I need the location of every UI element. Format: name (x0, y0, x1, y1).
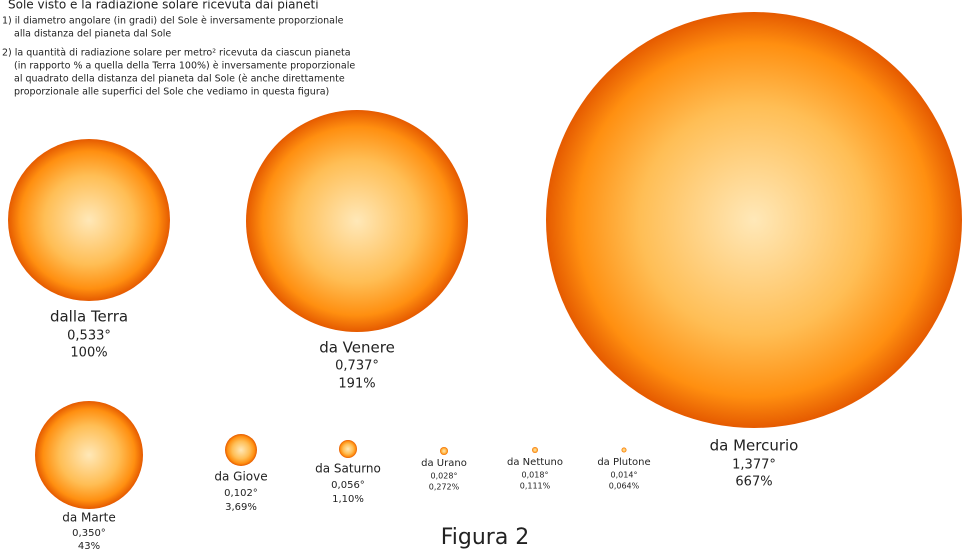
sun-disc (246, 110, 468, 332)
note-line: al quadrato della distanza del pianeta d… (14, 74, 345, 85)
sun-percent: 0,111% (520, 482, 551, 491)
sun-percent: 0,272% (429, 483, 460, 492)
sun-disc (35, 401, 143, 509)
sun-label: da Marte (62, 511, 116, 525)
sun-label: da Venere (319, 339, 395, 357)
sun-percent: 3,69% (225, 502, 257, 513)
sun-percent: 43% (78, 541, 100, 550)
note-line: 2) la quantità di radiazione solare per … (2, 48, 351, 59)
sun-label: da Mercurio (710, 437, 799, 455)
sun-label: da Saturno (315, 462, 381, 476)
caption: Figura 2 (441, 525, 530, 550)
sun-angle: 0,350° (72, 528, 106, 539)
sun-percent: 1,10% (332, 494, 364, 505)
note-line: (in rapporto % a quella della Terra 100%… (14, 61, 355, 72)
sun-disc (8, 139, 170, 301)
sun-disc (621, 447, 627, 453)
sun-angle: 0,014° (611, 471, 638, 480)
note-line: 1) il diametro angolare (in gradi) del S… (2, 16, 344, 27)
sun-percent: 100% (70, 346, 107, 361)
sun-angle: 1,377° (732, 458, 776, 473)
sun-angle: 0,056° (331, 480, 365, 491)
sun-disc (440, 447, 448, 455)
sun-angle: 0,533° (67, 329, 111, 344)
sun-percent: 191% (338, 377, 375, 392)
sun-label: da Giove (214, 470, 267, 484)
sun-label: da Urano (421, 458, 467, 469)
sun-label: da Plutone (597, 457, 650, 468)
note-line: proporzionale alle superfici del Sole ch… (14, 87, 329, 98)
sun-disc (225, 434, 257, 466)
sun-label: da Nettuno (507, 457, 563, 468)
sun-angle: 0,102° (224, 488, 258, 499)
note-line: alla distanza del pianeta dal Sole (14, 29, 171, 40)
title: Sole visto e la radiazione solare ricevu… (8, 0, 319, 12)
sun-disc (532, 447, 538, 453)
sun-label: dalla Terra (50, 308, 128, 326)
sun-angle: 0,028° (431, 472, 458, 481)
sun-percent: 0,064% (609, 482, 640, 491)
sun-disc (546, 12, 962, 428)
sun-angle: 0,018° (522, 471, 549, 480)
sun-angle: 0,737° (335, 359, 379, 374)
sun-disc (339, 440, 357, 458)
sun-percent: 667% (735, 475, 772, 490)
